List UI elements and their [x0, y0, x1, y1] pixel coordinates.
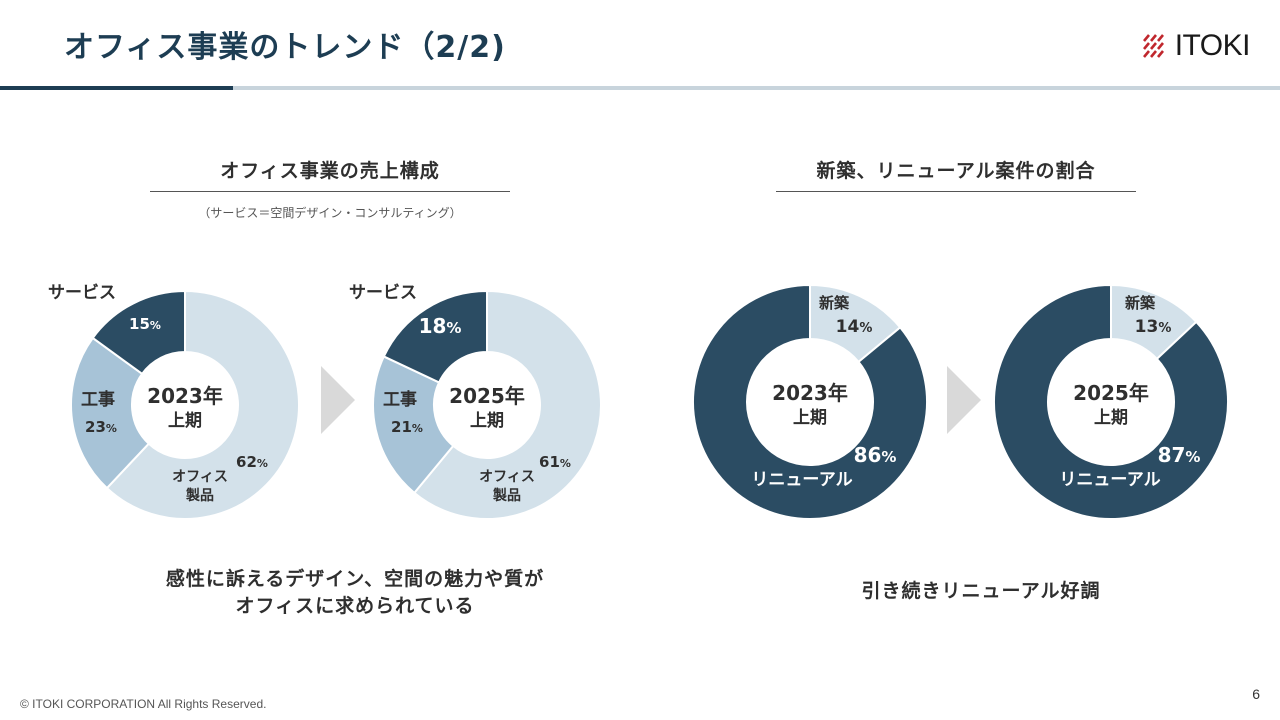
slice-value-number-0: 13	[1135, 317, 1159, 337]
slice-name-label-0-0: オフィス	[479, 469, 535, 485]
donut-slice-1	[70, 336, 151, 490]
slice-value-label-2: 18%	[419, 314, 462, 338]
donut-slice-2	[91, 289, 186, 376]
slice-value-label-0: 14%	[836, 317, 873, 337]
slice-value-unit-2: %	[446, 319, 461, 337]
left-caption-line2: オフィスに求められている	[235, 595, 475, 617]
itoki-logo-mark-icon	[1142, 34, 1164, 58]
center-label-line-1: 上期	[1094, 408, 1128, 428]
slice-value-unit-0: %	[257, 457, 268, 470]
slice-value-number-2: 15	[129, 315, 150, 333]
slice-name-label-1-0: リニューアル	[1059, 470, 1160, 490]
page-number: 6	[1252, 686, 1260, 702]
donut-slice-0	[105, 289, 300, 520]
logo-wordmark: ITOKI	[1174, 29, 1251, 62]
slice-value-number-1: 23	[85, 418, 106, 436]
comparison-arrow-left-icon	[321, 366, 355, 434]
center-label-line-0: 2025年	[449, 384, 525, 408]
slice-value-number-1: 87	[1158, 443, 1186, 467]
right-caption: 引き続きリニューアル好調	[861, 580, 1101, 602]
donut-slice-0	[412, 289, 602, 520]
right-section-rule	[776, 191, 1136, 192]
slice-value-label-1: 87%	[1158, 443, 1201, 467]
slice-name-label-2-0: サービス	[349, 283, 417, 303]
slice-value-number-0: 14	[836, 317, 860, 337]
slice-value-label-0: 62%	[236, 453, 268, 471]
slice-value-number-0: 62	[236, 453, 257, 471]
slice-value-unit-1: %	[412, 422, 423, 435]
center-label-line-0: 2025年	[1073, 381, 1149, 405]
slice-value-unit-1: %	[1185, 448, 1200, 466]
slice-value-number-1: 86	[854, 443, 882, 467]
center-label-line-1: 上期	[168, 411, 202, 431]
slice-value-unit-0: %	[1158, 321, 1171, 336]
slice-name-label-2-0: サービス	[48, 283, 116, 303]
left-section-heading: オフィス事業の売上構成	[220, 160, 440, 182]
slice-value-unit-2: %	[150, 319, 161, 332]
header-divider-accent	[0, 86, 233, 90]
left-section-rule	[150, 191, 510, 192]
right-section-heading: 新築、リニューアル案件の割合	[816, 160, 1096, 182]
slice-name-label-0-0: 新築	[1125, 294, 1156, 312]
slice-name-label-0-0: オフィス	[172, 469, 228, 485]
comparison-arrow-right-icon	[947, 366, 981, 434]
donut-slice-1	[372, 355, 455, 495]
slice-name-label-0-1: 製品	[492, 487, 521, 504]
left-section-note: （サービス＝空間デザイン・コンサルティング）	[198, 206, 462, 220]
donut-slice-1	[993, 283, 1229, 520]
slice-value-unit-0: %	[859, 321, 872, 336]
slice-value-label-2: 15%	[129, 315, 161, 333]
slice-value-unit-1: %	[881, 448, 896, 466]
slice-value-label-0: 61%	[539, 453, 571, 471]
center-label-line-1: 上期	[793, 408, 827, 428]
slice-name-label-1-0: 工事	[81, 390, 115, 410]
company-logo: ITOKI	[1141, 28, 1251, 64]
left-caption: 感性に訴えるデザイン、空間の魅力や質が オフィスに求められている	[120, 566, 590, 620]
center-label-line-0: 2023年	[772, 381, 848, 405]
slice-value-number-1: 21	[391, 418, 412, 436]
slice-value-label-1: 23%	[85, 418, 117, 436]
slice-name-label-1-0: リニューアル	[751, 470, 852, 490]
slice-value-label-0: 13%	[1135, 317, 1172, 337]
page-title: オフィス事業のトレンド（2/2)	[64, 30, 506, 65]
left-caption-line1: 感性に訴えるデザイン、空間の魅力や質が	[165, 568, 545, 590]
slice-value-number-2: 18	[419, 314, 447, 338]
slice-name-label-1-0: 工事	[383, 390, 417, 410]
center-label-line-0: 2023年	[147, 384, 223, 408]
header-divider	[0, 86, 1280, 90]
slice-value-unit-0: %	[560, 457, 571, 470]
slice-name-label-0-1: 製品	[185, 487, 214, 504]
footer-copyright: © ITOKI CORPORATION All Rights Reserved.	[20, 697, 267, 711]
slice-value-unit-1: %	[106, 422, 117, 435]
center-label-line-1: 上期	[470, 411, 504, 431]
slice-name-label-0-0: 新築	[819, 294, 850, 312]
donut-slice-1	[692, 283, 928, 520]
slice-value-number-0: 61	[539, 453, 560, 471]
donut-slice-2	[382, 289, 488, 384]
slice-value-label-1: 21%	[391, 418, 423, 436]
slice-value-label-1: 86%	[854, 443, 897, 467]
